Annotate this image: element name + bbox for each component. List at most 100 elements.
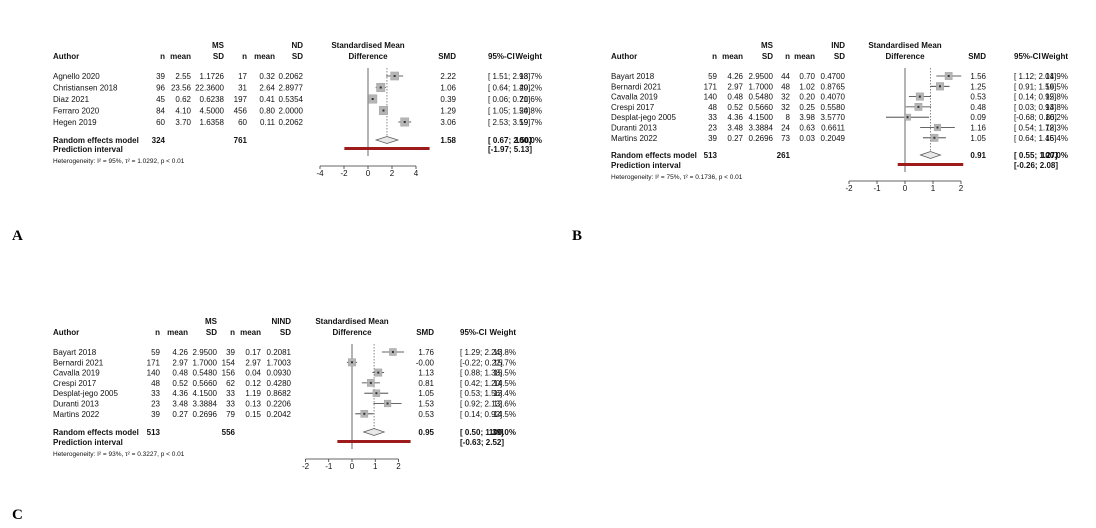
study-sd-group1: 2.9500 [749, 72, 774, 81]
study-ci: [ 1.05; 1.54] [488, 107, 530, 116]
study-ci: [-0.22; 0.22] [460, 358, 503, 367]
study-author: Bernardi 2021 [611, 82, 662, 91]
study-effect-point [933, 136, 936, 139]
random-effects-ci: [ 0.55; 1.27] [1014, 151, 1058, 160]
study-mean-group1: 0.52 [727, 103, 743, 112]
x-axis-tick-label: 1 [931, 184, 936, 193]
study-sd-group1: 1.6358 [200, 118, 225, 127]
study-sd-group2: 0.4070 [821, 93, 846, 102]
study-author: Bayart 2018 [611, 72, 655, 81]
study-mean-group1: 0.27 [172, 410, 188, 419]
header-sd-group2-line2: SD [834, 52, 845, 61]
prediction-interval-bar [337, 440, 411, 443]
study-sd-group2: 0.5580 [821, 103, 846, 112]
prediction-interval-label: Prediction interval [611, 161, 681, 170]
study-sd-group1: 0.5480 [193, 369, 218, 378]
study-author: Desplat-jego 2005 [611, 113, 676, 122]
study-mean-group1: 0.52 [172, 379, 188, 388]
study-weight: 14.8% [1045, 103, 1068, 112]
study-weight: 19.7% [519, 118, 542, 127]
study-n-group2: 17 [238, 72, 247, 81]
study-sd-group2: 0.2206 [267, 400, 292, 409]
study-effect-point [371, 98, 374, 100]
study-sd-group2: 0.2042 [267, 410, 292, 419]
study-sd-group2: 0.0930 [267, 369, 292, 378]
study-ci: [ 0.53; 1.56] [460, 389, 502, 398]
study-sd-group2: 0.2062 [279, 118, 304, 127]
study-sd-group2: 0.4280 [267, 379, 292, 388]
study-mean-group1: 0.62 [175, 95, 191, 104]
random-effects-smd: 0.95 [418, 428, 434, 437]
header-smd: SMD [438, 52, 456, 61]
study-sd-group1: 0.2696 [749, 134, 774, 143]
study-smd: 1.16 [970, 124, 986, 133]
study-n-group2: 156 [222, 369, 236, 378]
study-effect-point [906, 116, 909, 119]
study-n-group2: 32 [781, 93, 790, 102]
study-n-group1: 33 [708, 113, 717, 122]
study-sd-group1: 4.5000 [200, 107, 225, 116]
study-sd-group1: 3.3884 [749, 124, 774, 133]
study-n-group2: 197 [234, 95, 248, 104]
study-mean-group2: 1.02 [799, 82, 815, 91]
study-sd-group2: 2.8977 [279, 84, 304, 93]
study-mean-group1: 23.56 [171, 84, 192, 93]
study-n-group1: 39 [156, 72, 165, 81]
study-effect-point [375, 392, 378, 395]
header-mean-group2: mean [240, 328, 261, 337]
header-author: Author [53, 328, 79, 337]
study-author: Ferraro 2020 [53, 107, 100, 116]
study-effect-point [393, 75, 396, 77]
study-sd-group2: 0.2081 [267, 348, 292, 357]
header-mean-group2: mean [794, 52, 815, 61]
study-sd-group1: 4.1500 [193, 389, 218, 398]
study-weight: 15.5% [493, 369, 516, 378]
x-axis-tick-label: -1 [873, 184, 881, 193]
study-sd-group2: 0.5354 [279, 95, 304, 104]
study-sd-group1: 0.5480 [749, 93, 774, 102]
study-mean-group2: 0.32 [259, 72, 275, 81]
study-effect-point [939, 85, 941, 88]
study-mean-group2: 0.20 [799, 93, 815, 102]
study-smd: 1.13 [418, 369, 434, 378]
study-author: Crespi 2017 [53, 379, 97, 388]
study-weight: 14.5% [493, 379, 516, 388]
study-weight: 14.5% [493, 410, 516, 419]
study-author: Bernardi 2021 [53, 358, 104, 367]
header-sd-group1-line1: MS [205, 317, 218, 326]
study-mean-group2: 0.25 [799, 103, 815, 112]
study-sd-group1: 1.1726 [200, 72, 225, 81]
study-n-group1: 84 [156, 107, 165, 116]
study-ci: [ 0.64; 1.49] [488, 84, 530, 93]
study-mean-group2: 0.15 [245, 410, 261, 419]
study-mean-group1: 2.97 [727, 82, 743, 91]
header-smd: SMD [416, 328, 434, 337]
study-n-group1: 23 [708, 124, 717, 133]
x-axis-tick-label: -2 [340, 169, 348, 178]
study-effect-point [917, 105, 920, 108]
study-smd: 0.53 [418, 410, 434, 419]
study-smd: 2.22 [440, 72, 456, 81]
study-sd-group1: 2.9500 [193, 348, 218, 357]
study-n-group2: 456 [234, 107, 248, 116]
header-n-group2: n [230, 328, 235, 337]
study-ci: [-0.68; 0.86] [1014, 113, 1057, 122]
study-mean-group2: 1.19 [245, 389, 261, 398]
x-axis-tick-label: 0 [350, 462, 355, 471]
study-n-group2: 48 [781, 82, 790, 91]
study-sd-group2: 1.7003 [267, 358, 292, 367]
study-mean-group2: 0.80 [259, 107, 275, 116]
header-mean-group1: mean [167, 328, 188, 337]
random-effects-smd: 0.91 [970, 151, 986, 160]
x-axis-tick-label: 0 [903, 184, 908, 193]
random-effects-label: Random effects model [611, 151, 697, 160]
study-smd: 0.48 [970, 103, 986, 112]
header-ci: 95%-CI [460, 328, 487, 337]
study-author: Bayart 2018 [53, 348, 97, 357]
study-n-group1: 23 [151, 400, 160, 409]
header-weight: Weight [489, 328, 516, 337]
header-sd-group2-line1: NIND [271, 317, 291, 326]
study-n-group2: 33 [226, 400, 235, 409]
